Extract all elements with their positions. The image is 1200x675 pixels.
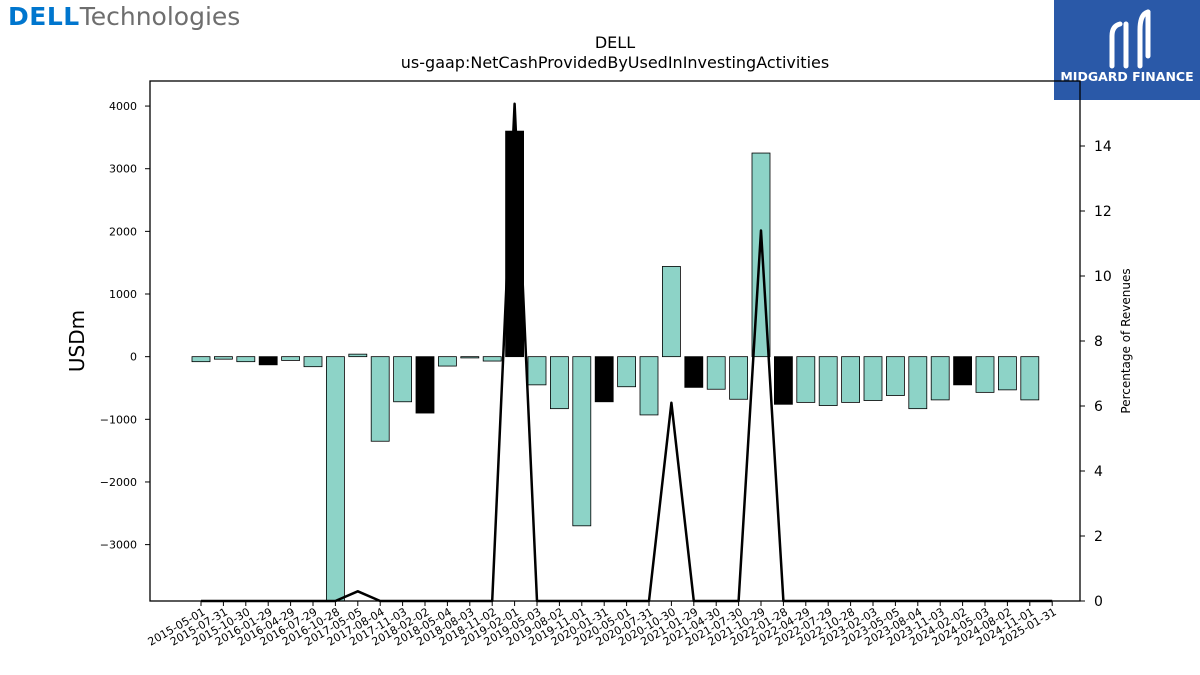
- chart-subtitle: us-gaap:NetCashProvidedByUsedInInvesting…: [401, 53, 829, 72]
- bar-2015-05-01: [191, 356, 211, 363]
- y2-tick-label: 12: [1094, 204, 1112, 220]
- bar-2021-07-30: [729, 356, 748, 400]
- bar-2016-01-29: [258, 356, 278, 366]
- bar-2015-10-30: [236, 356, 256, 363]
- y-tick-label: 2000: [109, 225, 137, 238]
- y2-tick-label: 4: [1094, 464, 1103, 480]
- bar-2020-10-30: [662, 266, 681, 358]
- bar-2018-08-03: [460, 356, 480, 359]
- y2-tick-label: 6: [1094, 399, 1103, 415]
- bar-2024-08-02: [998, 356, 1017, 391]
- y2-axis: 0 2 4 6 8 10 12 14: [1080, 139, 1112, 610]
- partner-badge: MIDGARD FINANCE: [1054, 0, 1200, 100]
- bar-group: [191, 130, 1040, 602]
- bar-2023-08-04: [908, 356, 928, 410]
- bar-2023-11-03: [930, 356, 950, 401]
- brand-primary: DELL: [8, 2, 80, 31]
- bar-2019-11-01: [572, 356, 592, 527]
- y2-tick-label: 10: [1094, 269, 1112, 285]
- bar-2017-11-03: [393, 356, 413, 403]
- partner-logo-icon: [1109, 9, 1151, 69]
- bar-2016-04-29: [281, 356, 301, 361]
- chart-title: DELL: [595, 33, 635, 52]
- bar-2024-11-01: [1020, 356, 1040, 401]
- bar-2018-02-02: [415, 356, 435, 414]
- y-tick-label: −2000: [100, 476, 137, 489]
- y2-tick-label: 14: [1094, 139, 1112, 155]
- bar-2017-08-04: [370, 356, 390, 442]
- y-tick-label: 4000: [109, 100, 137, 113]
- brand-logo: DELLTechnologies: [8, 2, 240, 31]
- y2-tick-label: 8: [1094, 334, 1103, 350]
- bar-2020-01-31: [594, 356, 614, 403]
- bar-2018-11-02: [482, 356, 502, 362]
- bar-2015-07-31: [213, 356, 233, 360]
- bar-2016-07-29: [303, 356, 323, 368]
- bar-2024-05-03: [975, 356, 995, 393]
- bar-2019-05-03: [527, 356, 547, 386]
- bar-2022-04-29: [796, 356, 816, 403]
- y-axis-label: USDm: [65, 310, 89, 372]
- y2-axis-label: Percentage of Revenues: [1119, 268, 1133, 413]
- bar-2020-07-31: [639, 356, 659, 416]
- y-tick-label: 3000: [109, 163, 137, 176]
- bar-2024-02-02: [953, 356, 972, 386]
- bar-2021-04-30: [706, 356, 726, 390]
- bar-2020-05-01: [617, 356, 636, 388]
- y-tick-label: −3000: [100, 539, 137, 552]
- y-tick-label: −1000: [100, 413, 137, 426]
- bar-2019-08-02: [550, 356, 569, 410]
- y-tick-label: 0: [130, 351, 137, 364]
- y-tick-label: 1000: [109, 288, 137, 301]
- plot-frame: [149, 80, 1081, 602]
- bar-2022-07-29: [818, 356, 838, 406]
- bar-2016-10-28: [325, 356, 345, 602]
- bar-2022-10-28: [841, 356, 860, 403]
- y2-tick-label: 2: [1094, 529, 1103, 545]
- x-axis: 2015-05-012015-07-312015-10-302016-01-29…: [146, 601, 1059, 649]
- partner-name: MIDGARD FINANCE: [1060, 69, 1194, 84]
- bar-2022-01-28: [774, 356, 793, 405]
- bar-2023-05-05: [886, 356, 905, 396]
- y2-tick-label: 0: [1094, 594, 1103, 610]
- bar-2023-02-03: [863, 356, 883, 401]
- bar-2021-01-29: [684, 356, 704, 388]
- brand-secondary: Technologies: [79, 2, 241, 31]
- y-axis: −3000 −2000 −1000 0 1000 2000 3000 4000: [100, 100, 150, 552]
- bar-2017-05-05: [348, 353, 368, 358]
- bar-2018-05-04: [437, 356, 457, 367]
